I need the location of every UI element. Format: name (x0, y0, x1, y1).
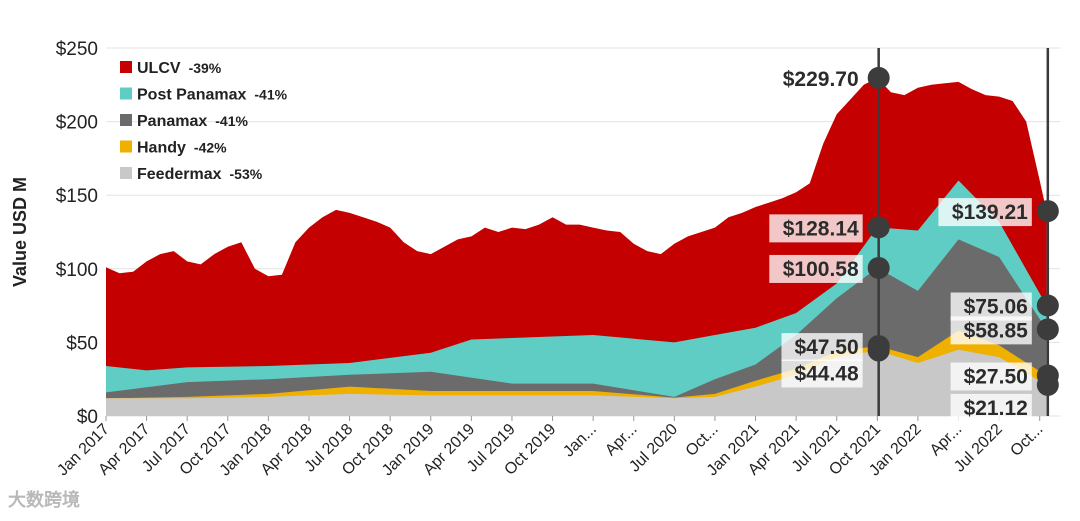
legend-percent: -53% (230, 166, 263, 182)
annotation-dot (867, 66, 890, 89)
y-axis-ticks: $0 $50 $100 $150 $200 $250 (56, 39, 98, 428)
annotation: $139.21 (938, 198, 1059, 227)
annotation: $58.85 (950, 316, 1059, 345)
annotation-dot (1036, 318, 1059, 341)
annotation-box (781, 359, 863, 388)
annotation: $229.70 (783, 66, 890, 91)
annotation: $21.12 (950, 373, 1059, 422)
annotation-box (769, 254, 863, 283)
y-axis-label: Value USD M (10, 177, 30, 287)
value-annotations: $229.70 $128.14 $100.58 $47.50 $44.48 $139.21… (769, 66, 1059, 422)
x-tick-label: Apr... (927, 421, 965, 459)
x-tick-label: Oct... (1007, 421, 1046, 460)
annotation: $100.58 (769, 254, 890, 283)
annotation-label: $44.48 (794, 363, 859, 386)
x-tick-label: Apr... (602, 421, 640, 459)
annotation-label: $27.50 (964, 366, 1028, 389)
annotation-label: $100.58 (783, 258, 859, 281)
annotation-dot (1036, 373, 1059, 396)
legend-label: Post Panamax -41% (137, 87, 288, 104)
legend-item: Handy -42% (120, 140, 227, 157)
annotation-dot (867, 339, 890, 362)
annotation: $75.06 (950, 292, 1059, 321)
legend-label: Handy -42% (137, 140, 227, 157)
legend-swatch (120, 167, 132, 179)
annotation-box (769, 214, 863, 243)
annotation-label: $229.70 (783, 68, 859, 91)
legend-percent: -39% (189, 60, 222, 76)
legend-swatch (120, 61, 132, 73)
annotation-box (781, 333, 863, 362)
y-tick-label: $50 (66, 333, 98, 354)
legend-item: ULCV -39% (120, 60, 222, 77)
annotation-dot (1036, 294, 1059, 317)
annotation: $44.48 (781, 339, 890, 388)
annotation-box (950, 292, 1032, 321)
annotation-label: $139.21 (952, 201, 1028, 224)
annotation-dot (867, 256, 890, 279)
legend-item: Feedermax -53% (120, 166, 263, 183)
annotation: $27.50 (950, 362, 1059, 391)
annotation-box (938, 198, 1032, 227)
annotation-box (950, 316, 1032, 345)
legend-percent: -41% (215, 113, 248, 129)
legend-item: Post Panamax -41% (120, 87, 288, 104)
annotation-box (950, 393, 1032, 422)
legend-swatch (120, 87, 132, 100)
area-feedermax (106, 349, 1047, 416)
annotation-box (950, 362, 1032, 391)
legend-percent: -41% (254, 87, 287, 103)
y-tick-label: $150 (56, 186, 98, 207)
annotation-label: $75.06 (964, 296, 1028, 319)
watermark: 大数跨境 (8, 490, 80, 510)
annotation-label: $58.85 (964, 319, 1029, 342)
annotation-label: $47.50 (794, 336, 858, 359)
y-tick-label: $100 (56, 260, 98, 281)
legend-label: Feedermax -53% (137, 166, 263, 183)
legend-swatch (120, 114, 132, 126)
x-tick-label: Jan... (560, 421, 600, 461)
legend-swatch (120, 140, 132, 153)
legend-percent: -42% (194, 140, 227, 156)
legend-item: Panamax -41% (120, 113, 249, 130)
annotation-dot (867, 216, 890, 239)
y-tick-label: $200 (56, 113, 98, 134)
annotation-label: $128.14 (783, 217, 859, 240)
annotation: $128.14 (769, 214, 890, 243)
y-tick-label: $0 (77, 407, 98, 428)
annotation-dot (1036, 200, 1059, 223)
legend-label: Panamax -41% (137, 113, 249, 130)
annotation-label: $21.12 (964, 397, 1028, 420)
y-tick-label: $250 (56, 39, 98, 60)
legend-label: ULCV -39% (137, 60, 222, 77)
